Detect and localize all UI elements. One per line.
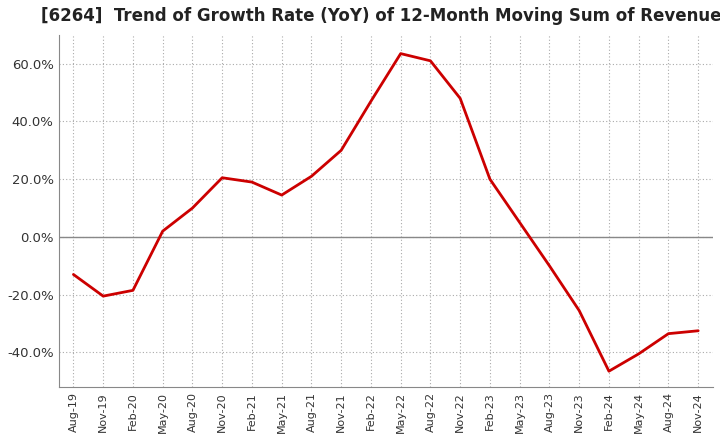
Title: [6264]  Trend of Growth Rate (YoY) of 12-Month Moving Sum of Revenues: [6264] Trend of Growth Rate (YoY) of 12-… [40, 7, 720, 25]
